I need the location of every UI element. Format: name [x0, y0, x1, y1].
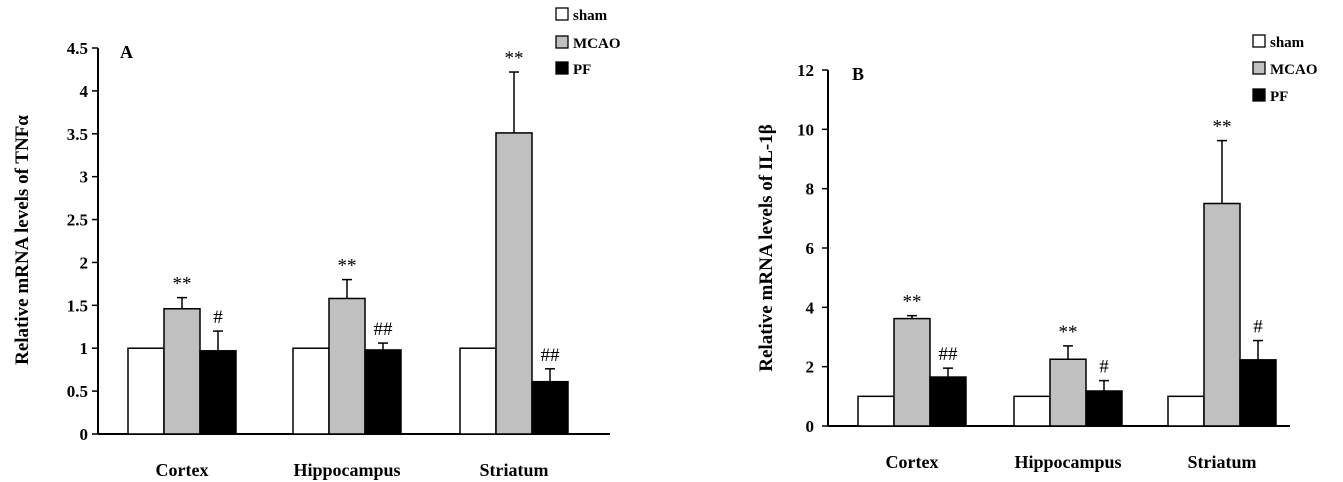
bar-mcao-hippocampus — [1049, 358, 1087, 427]
legend-swatch-mcao — [555, 35, 569, 49]
legend-swatch-sham — [555, 7, 569, 21]
y-tick-label: 12 — [797, 61, 814, 80]
panel-label: B — [852, 64, 864, 84]
y-tick-label: 4 — [80, 82, 89, 101]
bar-sham-hippocampus — [292, 347, 330, 435]
bar-pf-hippocampus — [364, 349, 402, 435]
y-axis-title: Relative mRNA levels of TNFα — [12, 115, 33, 365]
panel-label: A — [120, 42, 133, 62]
legend-swatch-pf — [1252, 88, 1266, 102]
significance-label: # — [213, 307, 223, 328]
legend-swatch-pf — [555, 61, 569, 75]
significance-label: ** — [338, 256, 357, 277]
legend-swatch-mcao — [1252, 61, 1266, 75]
y-tick-label: 0 — [80, 425, 89, 444]
significance-label: # — [1099, 357, 1109, 378]
chart-panel-a: 0 0.5 1 1.5 2 2.5 3 3.5 4 4.5 Relative mRNA levels… — [12, 7, 621, 480]
bar-pf-hippocampus — [1085, 390, 1123, 427]
legend: sham MCAO PF — [555, 7, 621, 78]
significance-label: ** — [173, 274, 192, 295]
x-category-label: Hippocampus — [1014, 452, 1121, 472]
x-category-label: Striatum — [480, 460, 549, 480]
bar-sham-striatum — [1167, 395, 1205, 427]
bar-sham-cortex — [857, 395, 895, 427]
y-tick-label: 6 — [806, 239, 815, 258]
y-tick-label: 1.5 — [67, 296, 88, 315]
bar-sham-hippocampus — [1013, 395, 1051, 427]
legend-label: sham — [573, 8, 608, 24]
bar-pf-cortex — [199, 350, 237, 435]
legend-label: sham — [1270, 35, 1305, 51]
y-tick-label: 8 — [806, 180, 815, 199]
legend-label: MCAO — [1270, 62, 1318, 78]
significance-label: ** — [1059, 322, 1078, 343]
y-tick-label: 4 — [806, 298, 815, 317]
y-tick-label: 0.5 — [67, 382, 88, 401]
y-tick-label: 2 — [80, 253, 89, 272]
x-category-label: Hippocampus — [293, 460, 400, 480]
bar-pf-striatum — [1239, 359, 1277, 427]
bar-sham-cortex — [127, 347, 165, 435]
x-category-label: Cortex — [156, 460, 209, 480]
legend: sham MCAO PF — [1252, 34, 1318, 105]
y-tick-label: 3.5 — [67, 125, 88, 144]
chart-panel-b: 0 2 4 6 8 10 12 Relative mRNA levels of IL-1β B *… — [756, 34, 1318, 472]
significance-label: # — [1253, 317, 1263, 338]
y-axis-title: Relative mRNA levels of IL-1β — [756, 124, 777, 371]
y-tick-label: 0 — [806, 417, 815, 436]
x-category-label: Cortex — [886, 452, 939, 472]
significance-label: ** — [1213, 117, 1232, 138]
bar-mcao-hippocampus — [328, 297, 366, 435]
bar-mcao-cortex — [163, 308, 201, 435]
legend-label: MCAO — [573, 36, 621, 52]
bar-pf-cortex — [929, 376, 967, 427]
y-tick-label: 1 — [80, 339, 89, 358]
significance-label: ## — [939, 344, 959, 365]
x-category-label: Striatum — [1188, 452, 1257, 472]
bar-mcao-striatum — [495, 132, 533, 435]
significance-label: ** — [505, 48, 524, 69]
y-tick-label: 10 — [797, 120, 814, 139]
y-tick-label: 2.5 — [67, 211, 88, 230]
bar-pf-striatum — [531, 380, 569, 435]
significance-label: ## — [541, 345, 561, 366]
legend-label: PF — [1270, 89, 1288, 105]
bar-mcao-striatum — [1203, 202, 1241, 427]
legend-label: PF — [573, 62, 591, 78]
bar-mcao-cortex — [893, 317, 931, 427]
y-tick-label: 2 — [806, 358, 815, 377]
legend-swatch-sham — [1252, 34, 1266, 48]
bar-sham-striatum — [459, 347, 497, 435]
significance-label: ## — [374, 319, 394, 340]
significance-label: ** — [903, 292, 922, 313]
y-tick-label: 3 — [80, 168, 89, 187]
y-tick-label: 4.5 — [67, 39, 88, 58]
